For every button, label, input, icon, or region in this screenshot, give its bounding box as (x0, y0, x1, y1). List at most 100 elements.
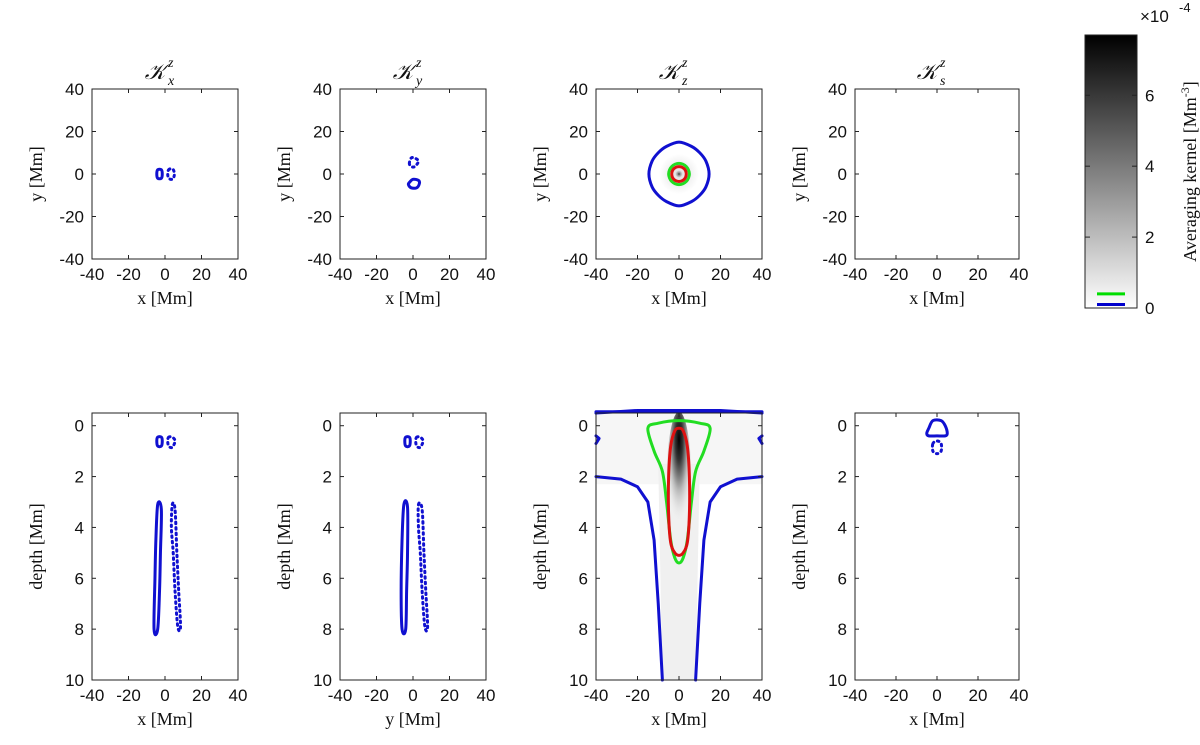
y-tick-label: -40 (59, 250, 84, 269)
y-tick-label: 6 (838, 569, 847, 588)
y-axis-label: y [Mm] (26, 146, 46, 202)
x-tick-label: -40 (584, 265, 609, 284)
x-tick-label: 40 (1010, 686, 1029, 705)
colorbar-exponent: ×10 (1140, 7, 1169, 26)
x-axis-label: x [Mm] (651, 288, 707, 308)
y-tick-label: -40 (563, 250, 588, 269)
panel-6: -40 -20 0 20 40 0 2 4 6 8 10 y [Mm] depth [Mm] (274, 412, 495, 729)
contour-green-solid (667, 161, 691, 187)
x-tick-label: -20 (625, 265, 650, 284)
y-tick-label: 4 (838, 518, 847, 537)
y-tick-label: -20 (59, 208, 84, 227)
y-axis-label: y [Mm] (530, 146, 550, 202)
heatmap-core (666, 411, 692, 552)
contour-blue-solid (647, 140, 711, 208)
contour-blue-solid (399, 499, 410, 636)
x-tick-label: 0 (932, 265, 941, 284)
x-tick-label: -20 (116, 686, 141, 705)
y-tick-label: 4 (75, 518, 84, 537)
colorbar-exponent-power: -4 (1179, 0, 1191, 15)
axes-frame (91, 88, 239, 260)
y-tick-label: 10 (828, 671, 847, 690)
y-tick-label: 40 (569, 80, 588, 99)
x-tick-label: 40 (753, 265, 772, 284)
x-tick-label: 20 (440, 686, 459, 705)
colorbar: 0 2 4 6 ×10 -4 Averaging kernel [Mm-3] (1084, 0, 1200, 318)
colorbar-frame (1084, 34, 1138, 309)
y-axis-label: depth [Mm] (530, 503, 550, 589)
y-tick-label: 6 (75, 569, 84, 588)
x-tick-label: 0 (160, 686, 169, 705)
x-tick-label: 40 (753, 686, 772, 705)
x-tick-label: 40 (229, 265, 248, 284)
y-tick-label: 2 (323, 468, 332, 487)
panel-title-sup: z (415, 56, 422, 71)
panel-title-sub: s (940, 74, 946, 89)
panel-title-sup: z (681, 56, 688, 71)
x-axis-label: x [Mm] (651, 709, 707, 729)
x-tick-label: 40 (1010, 265, 1029, 284)
y-tick-label: 8 (75, 620, 84, 639)
x-tick-label: -40 (80, 686, 105, 705)
x-tick-label: -20 (884, 686, 909, 705)
contour-blue-solid (155, 167, 164, 181)
contour-blue-solid (152, 500, 163, 637)
contour-blue-solid (757, 434, 764, 446)
y-tick-label: 10 (65, 671, 84, 690)
y-axis-label: depth [Mm] (274, 503, 294, 589)
axes-frame (339, 412, 487, 681)
contour-blue-dotted (416, 501, 430, 633)
y-axis-label: y [Mm] (274, 146, 294, 202)
x-tick-label: -20 (364, 265, 389, 284)
panel-7: -40 -20 0 20 40 0 2 4 6 8 10 x [Mm] depth [Mm] (530, 408, 772, 729)
y-tick-label: 20 (828, 123, 847, 142)
x-tick-label: -20 (364, 686, 389, 705)
y-tick-label: 2 (75, 468, 84, 487)
x-tick-label: 20 (711, 686, 730, 705)
contour-blue-solid (155, 435, 164, 449)
colorbar-label: Averaging kernel [Mm-3] (1178, 81, 1200, 262)
colorbar-tick-label: 2 (1145, 228, 1154, 247)
y-tick-label: 0 (579, 165, 588, 184)
y-tick-label: -20 (822, 208, 847, 227)
x-tick-label: 0 (674, 686, 683, 705)
y-tick-label: -40 (307, 250, 332, 269)
panel-title-sub: z (681, 74, 688, 89)
contour-blue-solid (403, 435, 412, 449)
x-tick-label: 0 (674, 265, 683, 284)
contour-blue-dotted (169, 501, 183, 633)
contour-blue-solid (594, 408, 764, 415)
x-tick-label: -20 (884, 265, 909, 284)
x-tick-label: -40 (843, 686, 868, 705)
contour-blue-solid (594, 434, 601, 446)
y-tick-label: 0 (323, 165, 332, 184)
panel-5: -40 -20 0 20 40 0 2 4 6 8 10 x [Mm] depth [Mm] (26, 412, 247, 729)
y-tick-label: 20 (313, 123, 332, 142)
x-tick-label: -40 (843, 265, 868, 284)
y-tick-label: -20 (307, 208, 332, 227)
x-axis-label: x [Mm] (385, 288, 441, 308)
y-tick-label: 0 (75, 417, 84, 436)
y-tick-label: 4 (579, 518, 588, 537)
heatmap-blob (659, 154, 699, 194)
y-tick-label: 20 (65, 123, 84, 142)
axes-frame (91, 412, 239, 681)
panel-title-sup: z (167, 56, 174, 71)
x-tick-label: -40 (80, 265, 105, 284)
contour-blue-solid (694, 475, 764, 682)
y-tick-label: -40 (822, 250, 847, 269)
x-axis-label: x [Mm] (909, 288, 965, 308)
contour-blue-dotted (414, 435, 425, 450)
panel-title-sup: z (939, 56, 946, 71)
contour-blue-solid (925, 418, 949, 438)
contour-blue-dotted (407, 156, 420, 169)
x-axis-label: x [Mm] (909, 709, 965, 729)
contour-blue-solid (594, 475, 664, 682)
axes-frame (339, 88, 487, 260)
y-tick-label: 10 (313, 671, 332, 690)
y-tick-label: 20 (569, 123, 588, 142)
contour-blue-dotted (930, 439, 944, 456)
contour-red-solid (670, 165, 688, 183)
